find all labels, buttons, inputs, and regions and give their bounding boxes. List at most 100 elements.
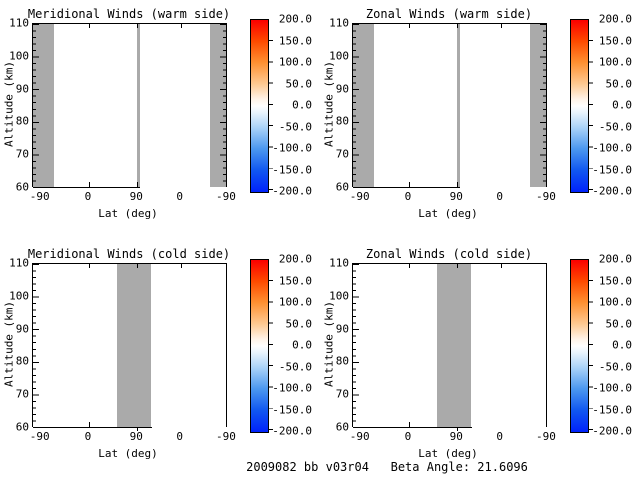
y-tick-label: 110 <box>9 16 29 30</box>
x-tick-label: 0 <box>404 430 412 443</box>
y-tick-label: 90 <box>335 322 349 336</box>
top-axis-tick <box>408 264 410 268</box>
x-tick-label: 0 <box>496 190 503 203</box>
no-data-band <box>136 24 140 187</box>
colorbar-ticks <box>589 260 593 430</box>
x-axis-label: Lat (deg) <box>98 207 158 220</box>
no-data-band <box>116 264 152 427</box>
x-axis-tick <box>137 427 139 431</box>
panel-title: Meridional Winds (warm side) <box>27 7 231 21</box>
y-tick-labels: 110 100 90 80 70 60 <box>0 257 29 434</box>
x-tick-label: 0 <box>176 190 183 203</box>
x-tick-label: -90 <box>349 430 370 443</box>
x-tick-label: -90 <box>29 430 50 443</box>
y-tick-label: 100 <box>9 49 29 63</box>
colorbar-tick-label: -50.0 <box>278 360 312 373</box>
colorbar-tick-label: -150.0 <box>272 403 312 416</box>
y-tick-labels: 110 100 90 80 70 60 <box>320 257 349 434</box>
panel-title: Zonal Winds (cold side) <box>365 247 533 261</box>
colorbar-tick-label: 150.0 <box>598 274 632 287</box>
top-axis-tick <box>88 264 90 268</box>
colorbar-tick-label: 200.0 <box>598 252 632 266</box>
y-axis-major-ticks <box>353 24 359 187</box>
colorbar-tick-label: -150.0 <box>592 403 632 416</box>
colorbar-tick-label: -100.0 <box>272 381 312 395</box>
no-data-band <box>456 24 460 187</box>
panel-title: Zonal Winds (warm side) <box>365 7 533 21</box>
x-tick-label: -90 <box>216 190 236 203</box>
y-tick-label: 100 <box>9 289 29 303</box>
top-axis-tick <box>500 24 502 28</box>
y-axis-major-ticks <box>33 24 39 187</box>
y-tick-label: 80 <box>335 354 349 368</box>
colorbar-gradient <box>250 19 269 193</box>
x-axis-tick <box>408 182 410 187</box>
colorbar-tick-label: -200.0 <box>592 424 632 438</box>
panel-title: Meridional Winds (cold side) <box>27 247 231 261</box>
y-tick-label: 60 <box>335 180 349 194</box>
x-tick-labels: -90 0 90 0 -90 <box>29 430 236 443</box>
y-tick-labels: 110 100 90 80 70 60 <box>320 17 349 194</box>
y-tick-label: 70 <box>335 147 349 161</box>
colorbar-tick-label: -50.0 <box>278 120 312 133</box>
x-tick-label: 90 <box>129 430 143 443</box>
x-axis-tick <box>88 182 90 187</box>
x-tick-label: -90 <box>536 430 556 443</box>
panel-meridional-warm: Meridional Winds (warm side) Altitude (k… <box>0 0 320 240</box>
y-tick-label: 60 <box>15 180 29 194</box>
colorbar-tick-label: 0.0 <box>292 98 312 112</box>
plot-area <box>32 263 227 431</box>
top-axis-tick <box>180 264 182 268</box>
colorbar: 200.0 150.0 100.0 50.0 0.0 -50.0 -100.0 -150.0 -… <box>250 253 313 438</box>
colorbar-tick-label: -150.0 <box>272 163 312 176</box>
top-axis-tick <box>180 24 182 28</box>
x-tick-label: 0 <box>84 430 92 443</box>
x-axis-line <box>353 427 472 428</box>
colorbar-tick-label: -100.0 <box>592 141 632 155</box>
x-axis-label: Lat (deg) <box>418 207 478 220</box>
colorbar-tick-label: 200.0 <box>598 12 632 26</box>
x-tick-labels: -90 0 90 0 -90 <box>350 190 556 203</box>
y-tick-label: 110 <box>9 256 29 270</box>
x-axis-tick <box>456 182 458 187</box>
footer-annotation: 2009082 bb v03r04 Beta Angle: 21.6096 <box>246 460 528 474</box>
colorbar-labels: 200.0 150.0 100.0 50.0 0.0 -50.0 -100.0 -150.0 -… <box>272 253 313 438</box>
no-data-band <box>436 264 472 427</box>
x-axis-label: Lat (deg) <box>418 447 478 460</box>
y-tick-label: 60 <box>15 420 29 434</box>
colorbar-tick-label: 200.0 <box>278 252 312 266</box>
y-tick-labels: 110 100 90 80 70 60 <box>0 17 29 194</box>
colorbar-tick-label: 0.0 <box>612 338 632 352</box>
y-tick-label: 110 <box>329 16 349 30</box>
colorbar-tick-label: 150.0 <box>278 274 312 287</box>
colorbar-tick-label: 100.0 <box>278 55 312 69</box>
colorbar: 200.0 150.0 100.0 50.0 0.0 -50.0 -100.0 -150.0 -… <box>570 253 632 438</box>
colorbar-tick-label: 150.0 <box>598 34 632 47</box>
colorbar-tick-label: -200.0 <box>272 184 312 198</box>
y-tick-label: 80 <box>335 114 349 128</box>
y-tick-label: 90 <box>15 322 29 336</box>
colorbar-tick-label: 50.0 <box>605 77 633 90</box>
colorbar-tick-label: -200.0 <box>592 184 632 198</box>
top-axis-tick <box>137 264 139 268</box>
colorbar-gradient <box>570 19 589 193</box>
colorbar-labels: 200.0 150.0 100.0 50.0 0.0 -50.0 -100.0 -150.0 -… <box>272 13 312 198</box>
y-tick-label: 70 <box>15 387 29 401</box>
x-axis-line <box>353 187 460 188</box>
colorbar-tick-label: -200.0 <box>272 424 312 438</box>
colorbar-tick-label: 50.0 <box>285 317 313 330</box>
panel-zonal-warm: Zonal Winds (warm side) Altitude (km) 11… <box>320 0 640 240</box>
y-tick-label: 110 <box>329 256 349 270</box>
x-tick-label: 0 <box>496 430 503 443</box>
x-tick-labels: -90 0 90 0 -90 <box>349 430 556 443</box>
x-axis-tick <box>88 422 90 427</box>
top-axis-tick <box>500 264 502 268</box>
top-axis-tick <box>457 264 459 268</box>
y-tick-label: 90 <box>15 82 29 96</box>
x-tick-label: -90 <box>536 190 556 203</box>
y-axis-major-ticks-right <box>540 24 546 187</box>
y-tick-label: 80 <box>15 114 29 128</box>
x-tick-label: -90 <box>29 190 50 203</box>
colorbar-tick-label: 200.0 <box>278 12 312 26</box>
